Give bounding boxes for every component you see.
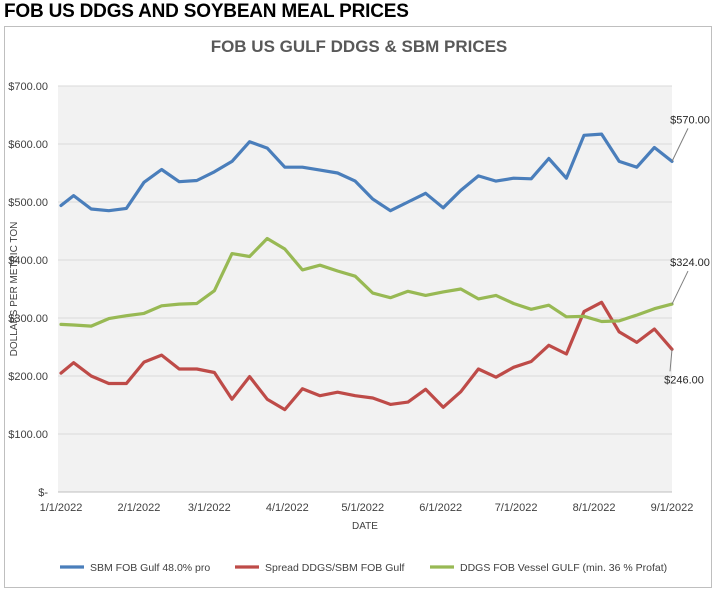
- x-tick-label: 8/1/2022: [573, 502, 616, 514]
- series-line-2: [59, 300, 674, 412]
- legend-label: Spread DDGS/SBM FOB Gulf: [265, 562, 405, 574]
- x-tick-label: 3/1/2022: [188, 502, 231, 514]
- annotation-leader: [671, 270, 689, 305]
- annotation-label: $246.00: [664, 374, 704, 386]
- chart-title: FOB US GULF DDGS & SBM PRICES: [211, 37, 508, 56]
- legend: SBM FOB Gulf 48.0% pro Spread DDGS/SBM FO…: [60, 562, 667, 574]
- annotation-label: $324.00: [670, 257, 710, 269]
- x-tick-label: 7/1/2022: [495, 502, 538, 514]
- y-tick-labels: $- $100.00 $200.00 $300.00 $400.00 $500.00 $60…: [8, 81, 48, 499]
- y-tick-label: $500.00: [8, 197, 48, 209]
- y-tick-label: $700.00: [8, 81, 48, 93]
- y-tick-label: $100.00: [8, 429, 48, 441]
- legend-label: SBM FOB Gulf 48.0% pro: [90, 562, 210, 574]
- gridlines: [58, 85, 672, 493]
- page-heading: FOB US DDGS AND SOYBEAN MEAL PRICES: [4, 1, 409, 22]
- y-axis-label: DOLLARS PER METRIC TON: [9, 222, 20, 357]
- y-tick-label: $400.00: [8, 255, 48, 267]
- annotation-leader: [669, 349, 673, 372]
- chart-frame: [4, 26, 712, 588]
- series-line-1: [59, 132, 674, 213]
- series-lines: [59, 132, 674, 412]
- plot-area: [58, 86, 672, 492]
- data-annotations: $570.00 $324.00 $246.00: [664, 114, 710, 386]
- annotation-leader: [671, 128, 689, 162]
- x-tick-label: 2/1/2022: [118, 502, 161, 514]
- x-tick-label: 9/1/2022: [651, 502, 694, 514]
- x-tick-labels: 1/1/2022 2/1/2022 3/1/2022 4/1/2022 5/1/2022…: [40, 502, 694, 514]
- y-tick-label: $300.00: [8, 313, 48, 325]
- y-tick-label: $600.00: [8, 139, 48, 151]
- legend-label: DDGS FOB Vessel GULF (min. 36 % Profat): [460, 562, 667, 574]
- series-line-3: [59, 236, 674, 328]
- x-tick-label: 1/1/2022: [40, 502, 83, 514]
- x-axis-label: DATE: [352, 521, 378, 532]
- y-tick-label: $-: [38, 487, 48, 499]
- y-tick-label: $200.00: [8, 371, 48, 383]
- x-tick-label: 6/1/2022: [419, 502, 462, 514]
- x-tick-label: 5/1/2022: [341, 502, 384, 514]
- x-tick-label: 4/1/2022: [266, 502, 309, 514]
- annotation-label: $570.00: [670, 114, 710, 126]
